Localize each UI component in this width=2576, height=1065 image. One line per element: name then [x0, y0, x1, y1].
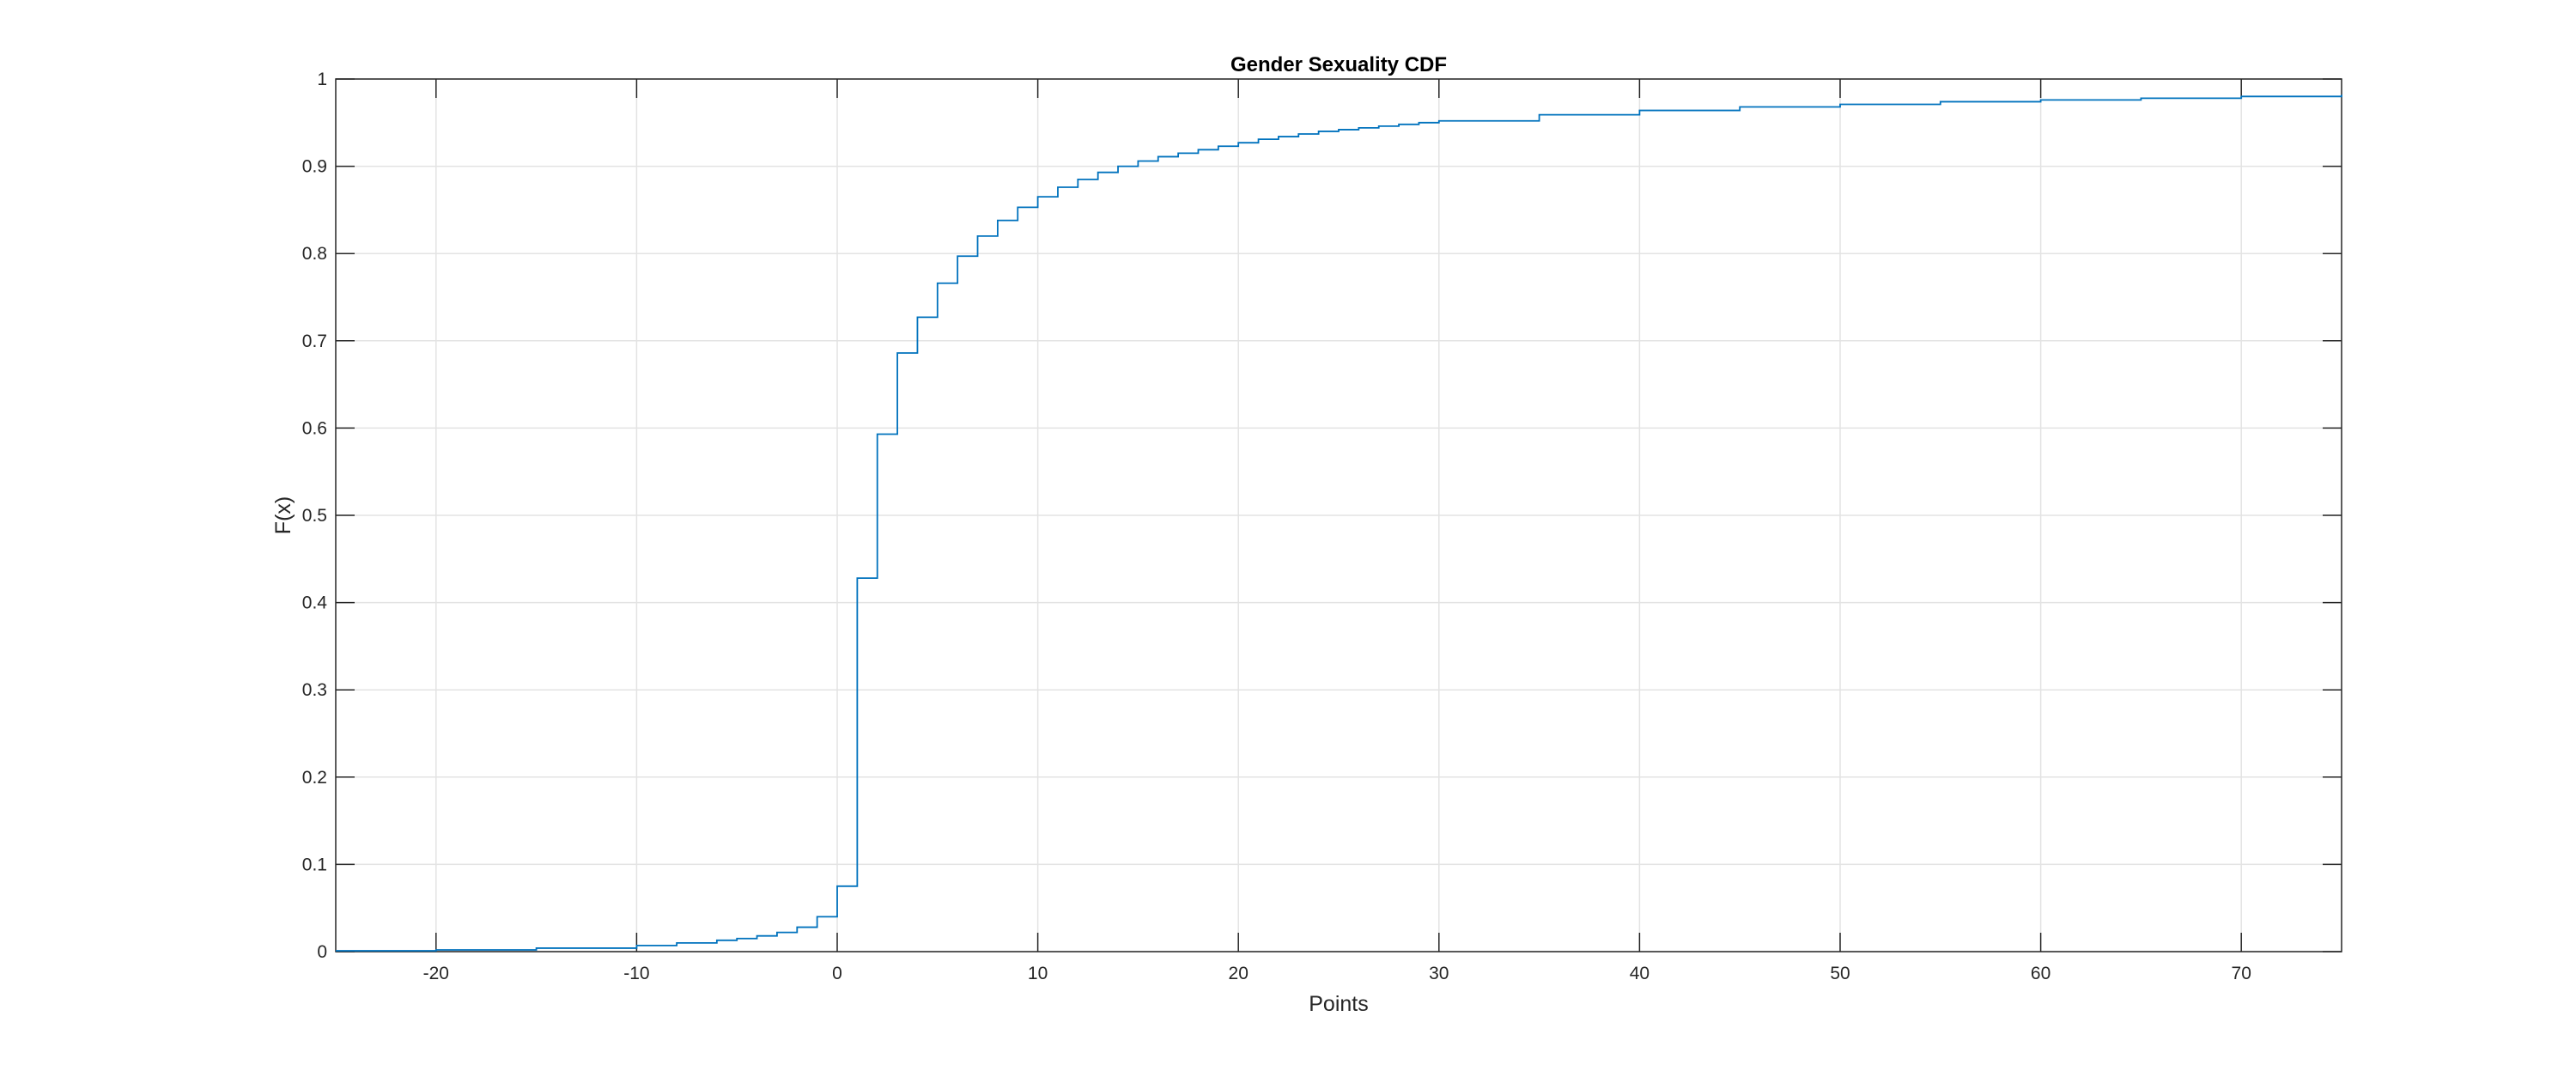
y-tick-label: 0.4 [302, 593, 328, 613]
x-tick-label: 70 [2232, 964, 2251, 983]
tick-labels: -20 -10 0 10 20 30 40 50 60 70 0 0.1 0.2 0.3 0.4 0.5 0.6… [302, 70, 2251, 983]
y-tick-label: 0.1 [302, 855, 327, 874]
y-tick-label: 0.8 [302, 244, 327, 264]
x-tick-label: 20 [1229, 964, 1249, 983]
x-tick-label: 10 [1028, 964, 1048, 983]
x-tick-label: 50 [1830, 964, 1850, 983]
y-tick-label: 0.9 [302, 157, 327, 177]
x-tick-label: -10 [623, 964, 649, 983]
y-tick-label: 0.3 [302, 680, 327, 700]
y-tick-label: 0 [317, 942, 327, 962]
x-tick-label: 40 [1630, 964, 1649, 983]
x-tick-label: 30 [1429, 964, 1449, 983]
y-tick-label: 0.2 [302, 768, 327, 788]
x-axis-label: Points [1309, 992, 1368, 1016]
x-tick-label: 60 [2031, 964, 2050, 983]
y-tick-label: 0.6 [302, 418, 327, 438]
cdf-series-line [336, 94, 2342, 952]
y-tick-label: 0.5 [302, 506, 327, 526]
x-tick-label: -20 [423, 964, 449, 983]
chart-title: Gender Sexuality CDF [1230, 53, 1447, 76]
y-tick-label: 0.7 [302, 332, 327, 351]
y-axis-label: F(x) [271, 496, 295, 534]
y-tick-label: 1 [317, 70, 327, 89]
x-tick-label: 0 [832, 964, 842, 983]
series-layer [336, 94, 2342, 952]
